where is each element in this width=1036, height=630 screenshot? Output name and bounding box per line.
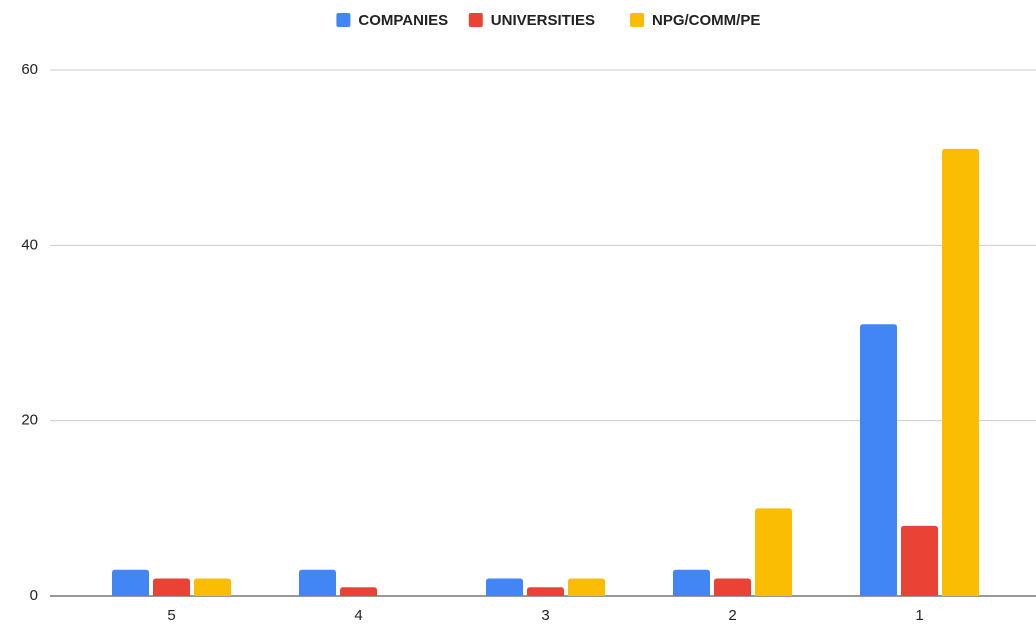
y-tick-label: 60 [21,61,38,78]
bar [860,324,897,596]
legend-swatch [336,13,351,27]
x-tick-label: 3 [541,607,549,624]
bar [568,578,605,596]
bar [901,525,938,596]
y-tick-label: 40 [21,236,38,253]
bar [527,587,564,596]
x-tick-label: 2 [728,607,736,624]
bar [153,578,190,596]
bar [486,578,523,596]
legend-label: NPG/COMM/PE [652,12,760,29]
legend-label: COMPANIES [358,12,448,29]
y-tick-label: 0 [30,587,38,604]
bar [112,569,149,596]
legend-swatch [630,13,644,27]
bar [673,569,710,596]
bar [299,569,336,596]
x-tick-label: 1 [915,607,923,624]
bar [340,587,377,596]
bar [714,578,751,596]
bar [755,508,792,596]
y-tick-label: 20 [21,412,38,429]
legend-swatch [468,13,483,27]
legend-label: UNIVERSITIES [491,12,595,29]
bar [942,148,979,596]
x-tick-label: 4 [354,607,362,624]
bar [194,578,231,596]
x-tick-label: 5 [167,607,175,624]
